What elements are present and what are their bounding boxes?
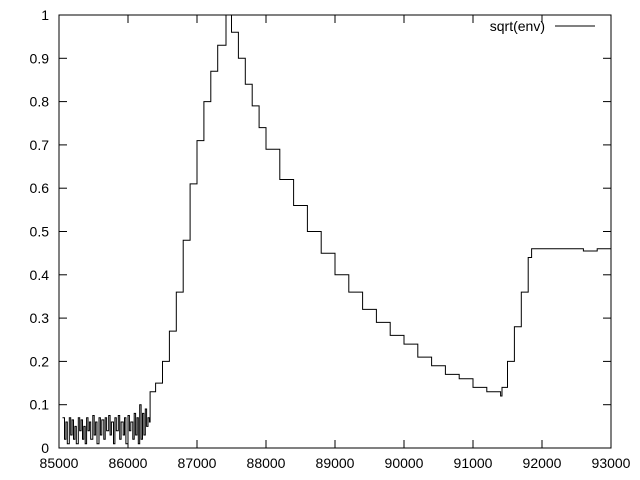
plot-frame: [58, 14, 612, 449]
y-tick-label: 0.8: [30, 94, 50, 110]
y-tick-label: 0.9: [30, 50, 50, 66]
x-tick-label: 93000: [592, 455, 631, 471]
y-tick-label: 0.6: [30, 180, 50, 196]
y-tick-label: 1: [41, 7, 49, 23]
y-tick-label: 0.1: [30, 397, 50, 413]
y-tick-label: 0.5: [30, 224, 50, 240]
legend: sqrt(env): [490, 18, 595, 34]
y-tick-label: 0.3: [30, 310, 50, 326]
legend-label-sqrt-env: sqrt(env): [490, 18, 545, 34]
y-tick-label: 0.2: [30, 353, 50, 369]
series-group: [62, 14, 611, 445]
x-tick-label: 92000: [523, 455, 562, 471]
x-tick-label: 88000: [247, 455, 286, 471]
x-tick-label: 86000: [109, 455, 148, 471]
axis-tick-labels: 85000 86000 87000 88000 89000 90000 91000 92000…: [30, 7, 631, 471]
series-line-sqrt-env: [62, 14, 611, 445]
y-tick-label: 0.4: [30, 267, 50, 283]
axis-ticks: [58, 14, 612, 449]
y-tick-label: 0: [41, 440, 49, 456]
x-tick-label: 87000: [178, 455, 217, 471]
x-tick-label: 90000: [385, 455, 424, 471]
x-tick-label: 91000: [454, 455, 493, 471]
y-tick-label: 0.7: [30, 137, 50, 153]
x-tick-label: 89000: [316, 455, 355, 471]
x-tick-label: 85000: [40, 455, 79, 471]
